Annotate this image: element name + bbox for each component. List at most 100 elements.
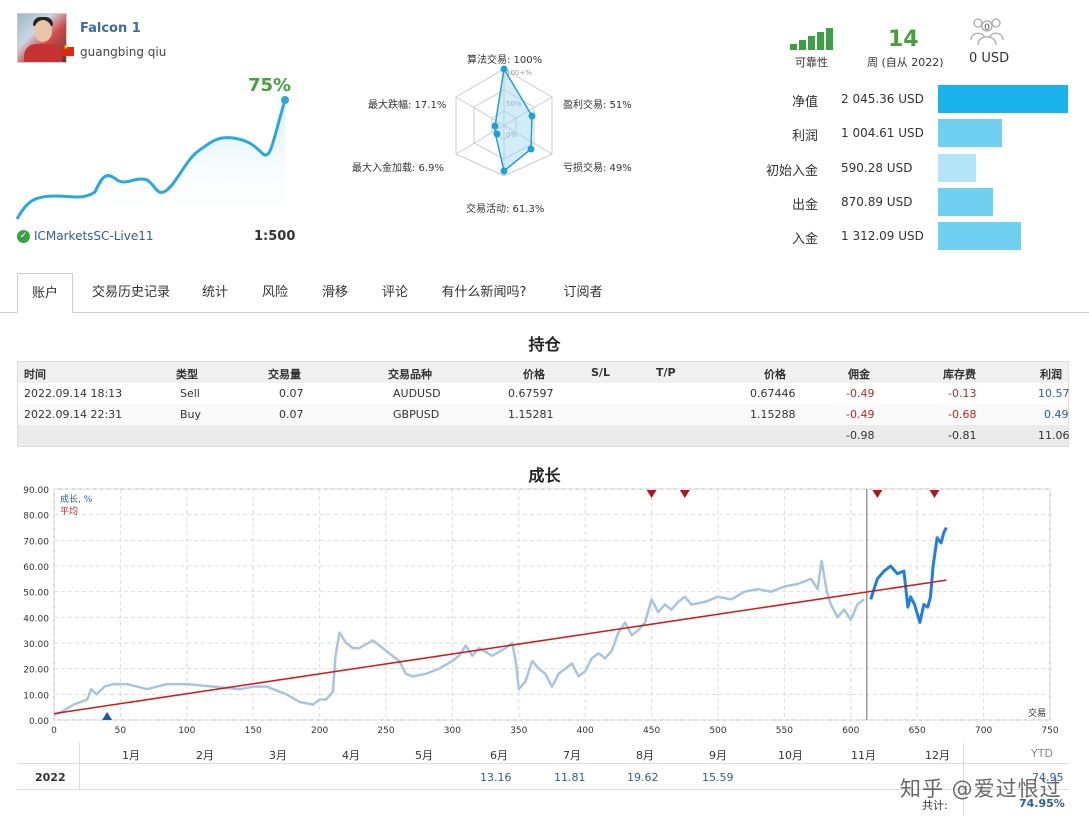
stat-label: 净值 (791, 95, 818, 110)
stat-equity: 净值 2 045.36 USD (760, 85, 1080, 113)
cell-open-price: 0.67597 (508, 387, 554, 400)
x-tick-label: 100 (178, 726, 195, 736)
value-jul: 11.81 (554, 771, 586, 784)
y-tick-label: 10.00 (23, 691, 49, 701)
total-swap: -0.81 (948, 429, 977, 442)
growth-percent: 75% (248, 75, 292, 96)
author-name[interactable]: guangbing qiu (80, 45, 167, 59)
y-tick-label: 40.00 (23, 614, 49, 624)
x-axis-label: 交易 (1028, 707, 1046, 719)
col-sl: S/L (591, 366, 610, 379)
stat-bar (938, 188, 993, 216)
server-badge[interactable]: ✓ ICMarketsSC-Live11 (17, 229, 154, 243)
x-tick-label: 600 (842, 726, 859, 736)
total-commission: -0.98 (846, 429, 875, 442)
col-type: 类型 (176, 368, 198, 381)
tab-statistics[interactable]: 统计 (201, 285, 228, 300)
signal-name[interactable]: Falcon 1 (80, 21, 141, 36)
month-dec: 12月 (925, 749, 950, 762)
month-feb: 2月 (196, 749, 214, 762)
watermark: 知乎 @爱过恨过 (900, 777, 1062, 801)
x-tick-label: 0 (51, 726, 57, 736)
stat-label: 初始入金 (765, 164, 818, 179)
value-aug: 19.62 (627, 771, 659, 784)
y-tick-label: 50.00 (23, 589, 49, 599)
x-tick-label: 200 (311, 726, 328, 736)
tab-reviews[interactable]: 评论 (381, 285, 408, 300)
tab-trade-history[interactable]: 交易历史记录 (91, 285, 170, 300)
growth-chart: 0.00 10.00 20.00 30.00 40.00 50.00 60.00 70.00 8… (23, 486, 1059, 736)
weeks-label: 周 (自从 2022) (867, 56, 944, 69)
month-apr: 4月 (342, 749, 360, 762)
total-row: 共计: 74.95% (17, 791, 1069, 815)
stat-deposits: 入金 1 312.09 USD (760, 222, 1080, 250)
y-tick-label: 20.00 (23, 666, 49, 676)
reliability-bars-icon (790, 26, 835, 50)
y-tick-label: 70.00 (23, 537, 49, 547)
table-row[interactable]: 2022.09.14 18:13 Sell 0.07 AUDUSD 0.6759… (18, 383, 1070, 404)
cell-open-price: 1.15281 (508, 408, 554, 421)
stat-value: 1 312.09 USD (841, 229, 924, 243)
stat-bar (938, 222, 1021, 250)
value-sep: 15.59 (702, 771, 734, 784)
total-profit: 11.06 (1038, 429, 1070, 442)
event-marker (646, 490, 657, 498)
stat-label: 出金 (791, 198, 818, 213)
radar-point-profit (528, 112, 536, 120)
cell-volume: 0.07 (279, 408, 304, 421)
month-sep: 9月 (709, 749, 727, 762)
months-header-row: 1月 2月 3月 4月 5月 6月 7月 8月 9月 10月 11月 12月 Y… (17, 743, 1069, 764)
col-symbol: 交易品种 (388, 368, 432, 381)
mini-growth-chart (15, 96, 289, 222)
cell-profit: 10.57 (1038, 387, 1070, 400)
cell-commission: -0.49 (846, 408, 875, 421)
year-row: 2022 13.16 11.81 19.62 15.59 74.95 (17, 765, 1069, 790)
mini-chart-area (17, 100, 285, 222)
col-open-price: 价格 (523, 368, 545, 381)
monthly-table: 1月 2月 3月 4月 5月 6月 7月 8月 9月 10月 11月 12月 Y… (17, 743, 1069, 816)
subscribers-count: 0 (984, 23, 990, 33)
positions-title: 持仓 (528, 335, 561, 354)
tab-slippage[interactable]: 滑移 (321, 285, 348, 300)
subscribers-usd: 0 USD (969, 51, 1010, 66)
x-tick-label: 50 (115, 726, 127, 736)
tab-risk[interactable]: 风险 (261, 285, 288, 300)
cell-type: Sell (180, 387, 200, 400)
x-tick-label: 500 (709, 726, 726, 736)
x-tick-label: 450 (643, 726, 660, 736)
table-row[interactable]: 2022.09.14 22:31 Buy 0.07 GBPUSD 1.15281… (18, 404, 1069, 425)
table-total-row: -0.98 -0.81 11.06 (18, 425, 1070, 446)
tab-account[interactable]: 账户 (17, 273, 73, 313)
col-commission: 佣金 (848, 368, 870, 381)
radar-ring-label-outer: 100+% (506, 69, 532, 77)
tab-bar: 账户 交易历史记录 统计 风险 滑移 评论 有什么新闻吗? 订阅者 (0, 273, 1089, 313)
col-swap: 库存费 (943, 368, 976, 381)
cell-price: 0.67446 (750, 387, 796, 400)
reliability-label: 可靠性 (795, 56, 828, 69)
x-tick-label: 250 (377, 726, 394, 736)
mini-chart-line (15, 99, 287, 220)
stat-label: 入金 (791, 232, 818, 247)
stat-value: 870.89 USD (841, 195, 913, 209)
y-tick-label: 0.00 (29, 717, 49, 727)
radar-label-loss-trades: 亏损交易: 49% (563, 163, 632, 174)
tab-news[interactable]: 有什么新闻吗? (441, 285, 527, 300)
cell-price: 1.15288 (750, 408, 796, 421)
year-label: 2022 (35, 771, 66, 784)
series-growth-history (53, 559, 865, 717)
cell-profit: 0.49 (1044, 408, 1069, 421)
plot-area (53, 488, 1051, 721)
col-tp: T/P (656, 366, 676, 379)
col-volume: 交易量 (268, 368, 301, 381)
event-marker (872, 490, 883, 498)
radar-point-drawdown (491, 122, 499, 130)
total-label: 共计: (922, 799, 948, 812)
radar-ring-label-inner: 0% (506, 131, 517, 139)
radar-label-max-drawdown: 最大跌幅: 17.1% (368, 100, 447, 111)
series-growth-recent (869, 526, 948, 624)
stat-withdrawals: 出金 870.89 USD (760, 188, 1080, 216)
legend-average: 平均 (60, 505, 78, 517)
tab-subscribers[interactable]: 订阅者 (563, 285, 603, 300)
avatar[interactable] (17, 13, 67, 63)
month-may: 5月 (415, 749, 433, 762)
